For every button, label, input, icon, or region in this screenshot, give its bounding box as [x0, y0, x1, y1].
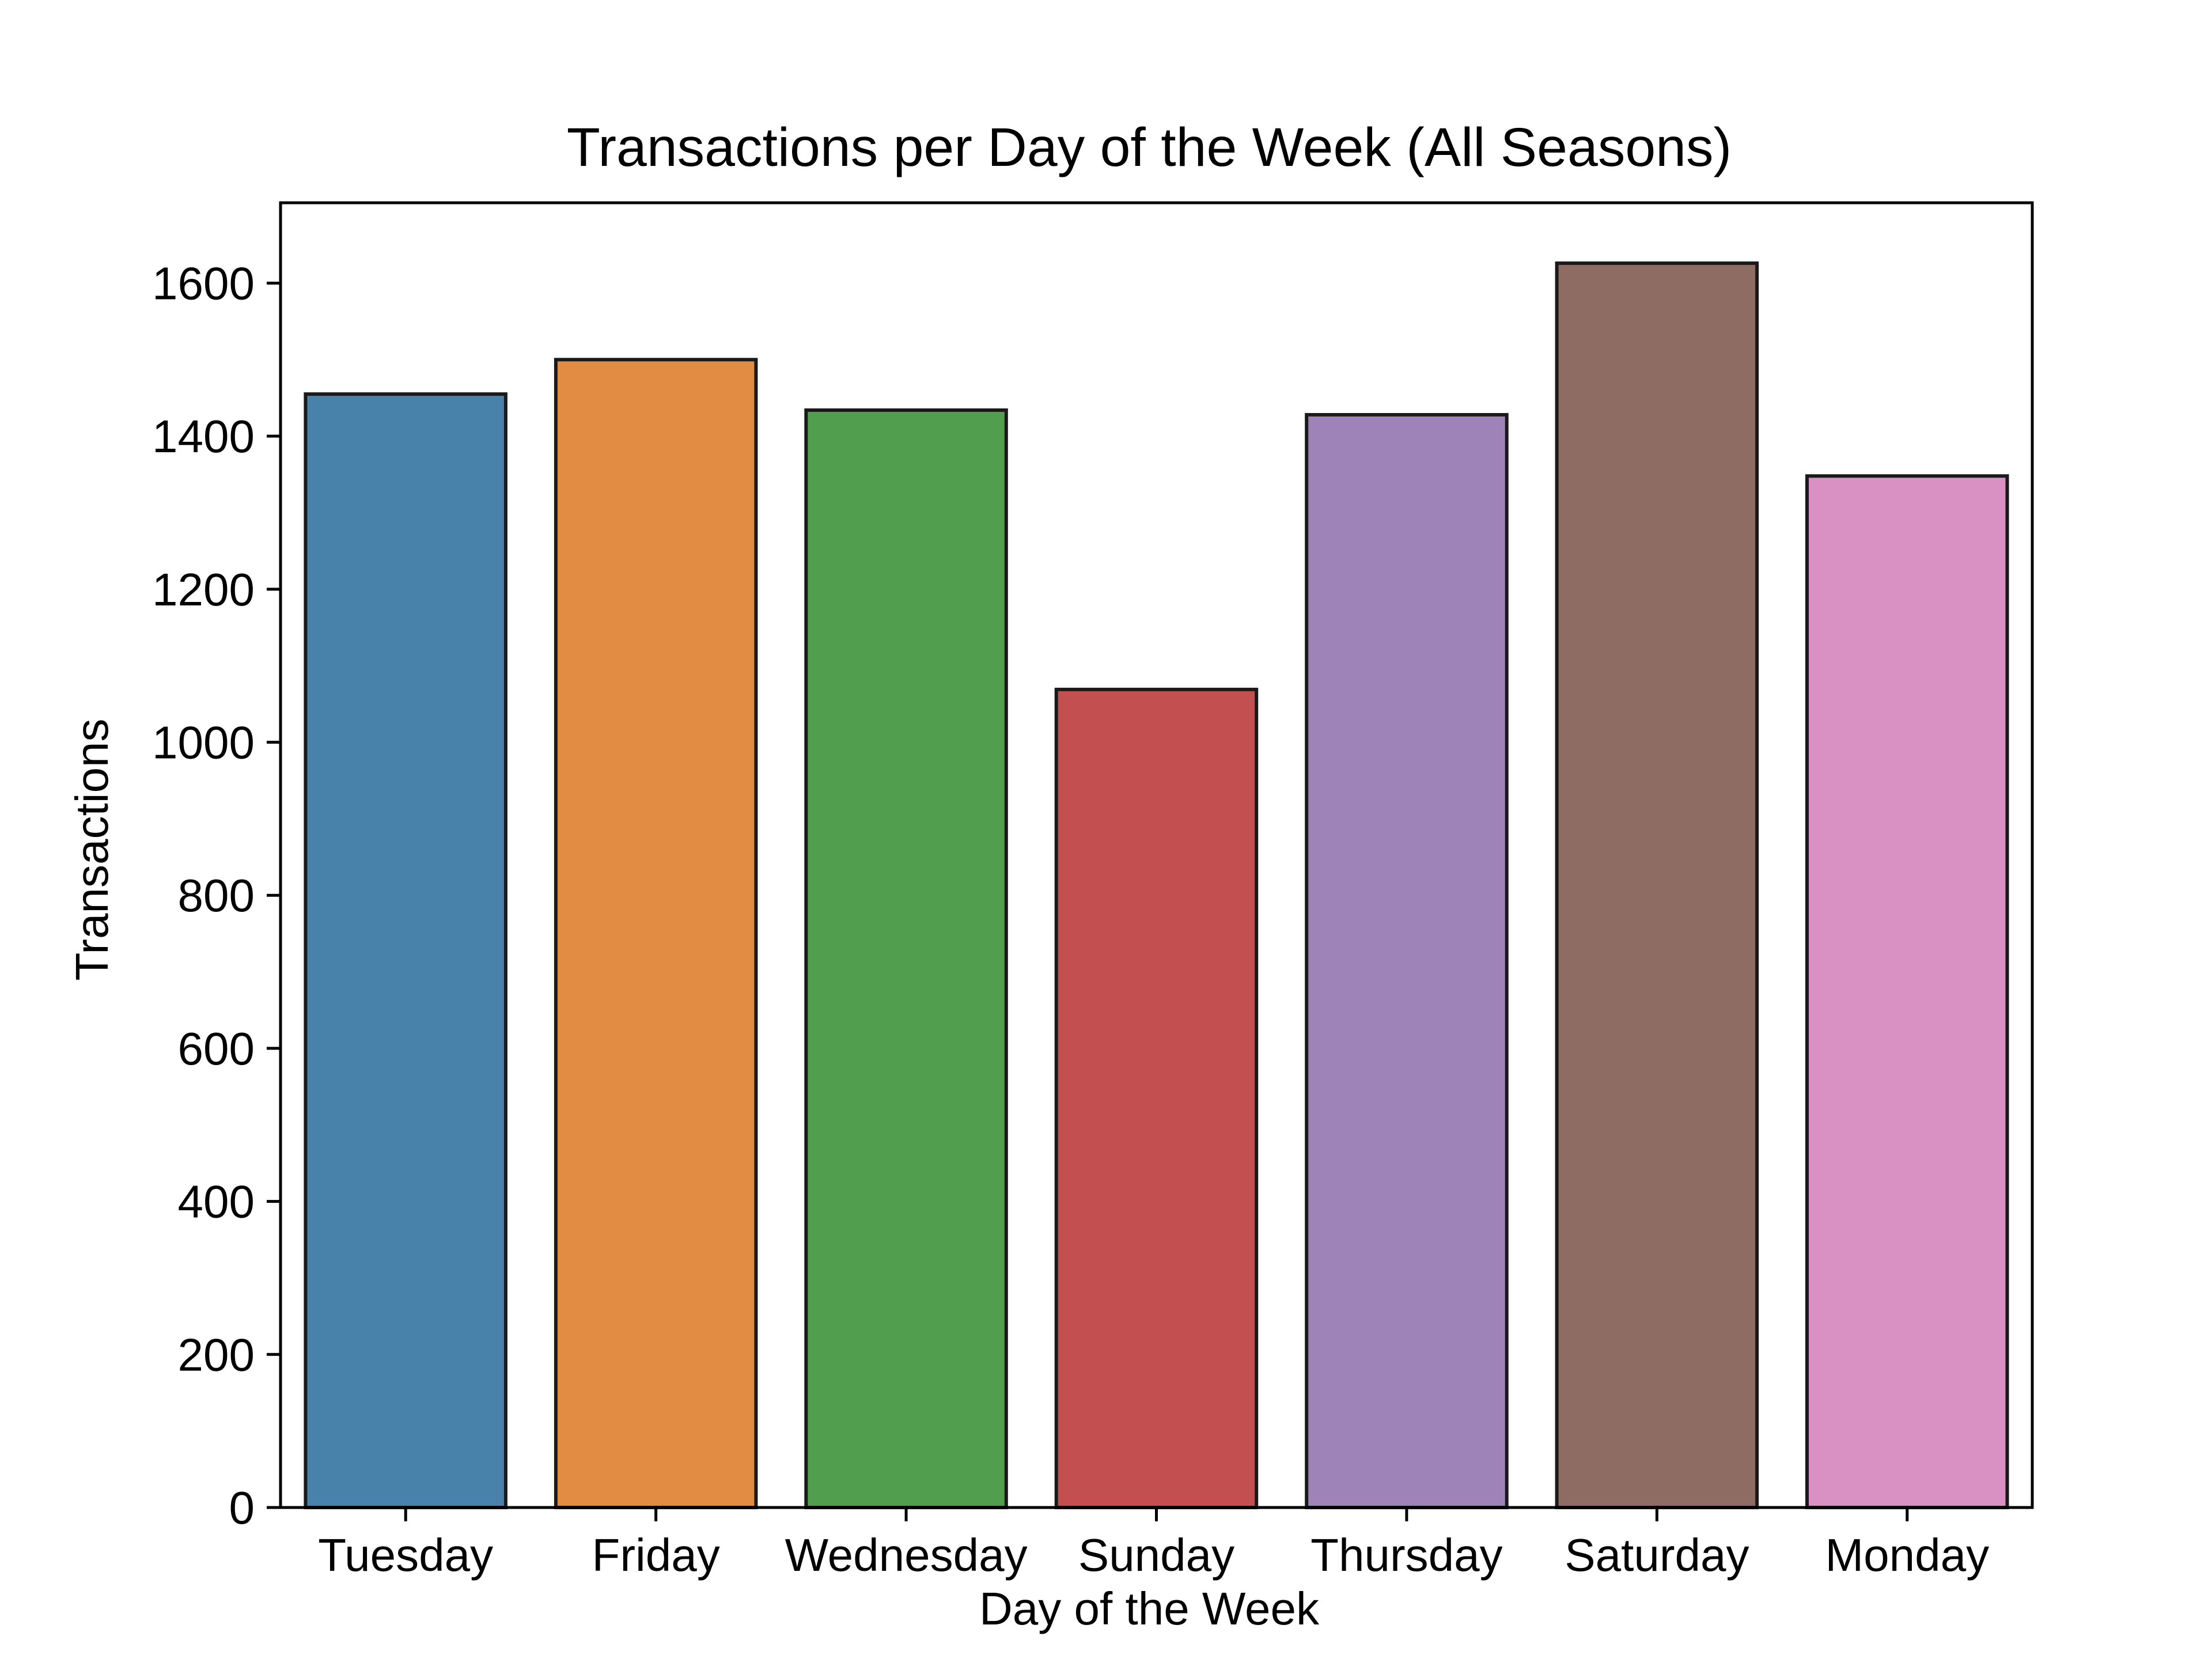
x-tick-label: Friday: [592, 1529, 720, 1581]
bar-friday: [554, 358, 758, 1509]
y-tick-label: 400: [178, 1176, 255, 1228]
y-axis: 0 200 400 600 800 1000 1200 1400 1600: [152, 257, 281, 1533]
y-tick-label: 200: [178, 1329, 255, 1380]
bar-tuesday: [304, 392, 507, 1509]
bar-saturday: [1555, 261, 1759, 1510]
x-tick-label: Thursday: [1310, 1529, 1502, 1581]
chart-title: Transactions per Day of the Week (All Se…: [567, 117, 1732, 178]
y-tick-label: 1400: [152, 411, 255, 462]
y-tick-label: 600: [178, 1023, 255, 1074]
x-tick-label: Sunday: [1078, 1529, 1234, 1581]
x-tick-label: Tuesday: [318, 1529, 493, 1581]
bar-thursday: [1305, 413, 1509, 1509]
bar-sunday: [1054, 687, 1259, 1509]
x-tick-label: Wednesday: [785, 1529, 1028, 1581]
y-tick-label: 1600: [152, 257, 255, 309]
y-tick-label: 1000: [152, 717, 255, 768]
bar-monday: [1805, 474, 2009, 1509]
plot-area: [279, 201, 2034, 1510]
x-tick-label: Saturday: [1565, 1529, 1749, 1581]
y-tick-label: 0: [229, 1482, 255, 1533]
x-axis-label: Day of the Week: [979, 1583, 1320, 1634]
y-tick-label: 800: [178, 870, 255, 921]
x-axis: Tuesday Friday Wednesday Sunday Thursday Satu…: [318, 1508, 1989, 1581]
bar-wednesday: [804, 408, 1008, 1509]
y-tick-label: 1200: [152, 564, 255, 615]
x-tick-label: Monday: [1825, 1529, 1989, 1581]
y-axis-label: Transactions: [66, 719, 118, 981]
